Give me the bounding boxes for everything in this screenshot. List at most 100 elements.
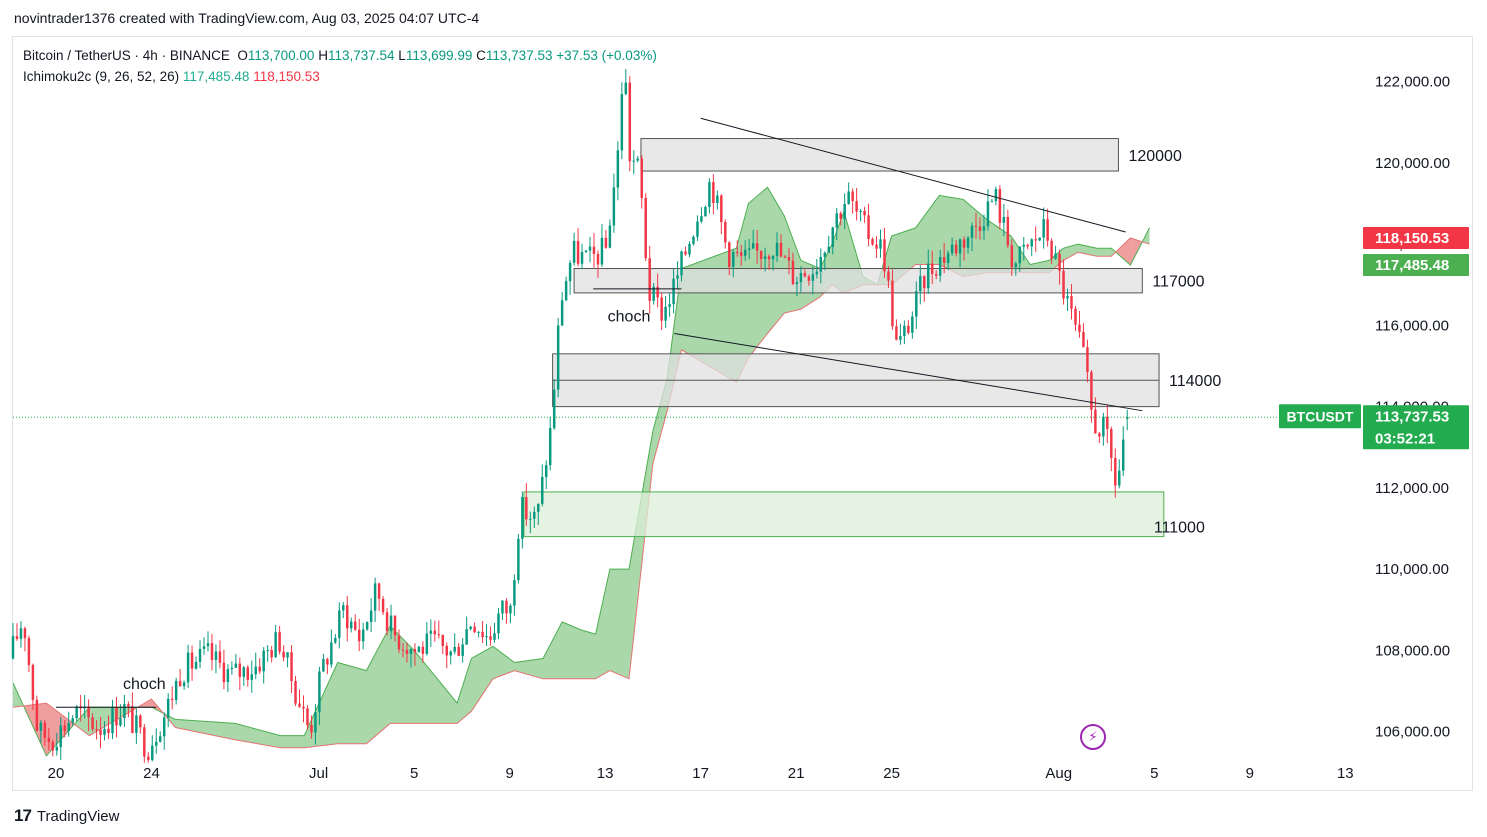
candle-body bbox=[604, 237, 608, 248]
price-badge-value: 113,737.53 bbox=[1375, 408, 1449, 425]
candle-body bbox=[652, 286, 655, 301]
legend-change: +37.53 (+0.03%) bbox=[556, 48, 657, 63]
candle-body bbox=[632, 160, 636, 162]
candle-body bbox=[67, 722, 70, 731]
candle-body bbox=[47, 737, 51, 743]
legend-indicator-name[interactable]: Ichimoku2c (9, 26, 52, 26) bbox=[23, 69, 180, 84]
candle-body bbox=[1018, 246, 1022, 264]
candle-body bbox=[664, 306, 667, 321]
candle-body bbox=[879, 239, 882, 249]
y-tick-label: 110,000.00 bbox=[1375, 561, 1449, 578]
candle-body bbox=[326, 658, 329, 665]
zone-label-117000: 117000 bbox=[1152, 274, 1204, 291]
candle-body bbox=[393, 615, 397, 636]
candle-body bbox=[270, 650, 273, 658]
candle-body bbox=[1094, 409, 1097, 434]
y-tick-label: 120,000.00 bbox=[1375, 155, 1450, 172]
candle-body bbox=[934, 273, 938, 276]
candle-body bbox=[855, 201, 858, 212]
candle-body bbox=[930, 263, 934, 274]
candle-body bbox=[214, 651, 218, 660]
candle-body bbox=[23, 628, 27, 639]
candle-body bbox=[91, 717, 94, 730]
candle-body bbox=[477, 631, 480, 633]
candle-body bbox=[55, 747, 59, 751]
candle-body bbox=[680, 251, 683, 276]
candle-body bbox=[624, 82, 628, 95]
candle-body bbox=[461, 644, 464, 656]
candle-body bbox=[230, 667, 234, 670]
candle-body bbox=[636, 158, 639, 161]
candle-body bbox=[381, 598, 385, 613]
annotation-choch: choch bbox=[123, 676, 166, 693]
candle-body bbox=[322, 658, 325, 672]
candle-body bbox=[775, 242, 779, 256]
candle-body bbox=[178, 680, 182, 687]
candle-body bbox=[580, 252, 584, 264]
symbol-badge-label: BTCUSDT bbox=[1287, 408, 1354, 424]
candle-body bbox=[982, 226, 986, 231]
candle-body bbox=[1034, 239, 1037, 241]
legend-symbol: Bitcoin / TetherUS · 4h · BINANCE bbox=[23, 48, 230, 63]
candle-body bbox=[525, 497, 528, 520]
candle-body bbox=[445, 645, 448, 656]
candle-body bbox=[942, 257, 946, 263]
legend-high-value: 113,737.54 bbox=[327, 48, 395, 63]
candle-body bbox=[831, 227, 834, 247]
candle-body bbox=[107, 728, 110, 734]
support-resistance-zones: 120000 117000 114000 111000 bbox=[523, 138, 1221, 538]
candle-body bbox=[763, 256, 767, 260]
candle-body bbox=[696, 221, 699, 237]
candle-body bbox=[620, 94, 624, 151]
candle-body bbox=[489, 636, 492, 640]
candle-body bbox=[202, 646, 206, 649]
candle-body bbox=[31, 665, 35, 700]
legend-indicator-value-a: 117,485.48 bbox=[182, 69, 250, 84]
candle-body bbox=[226, 669, 230, 683]
candle-body bbox=[656, 286, 659, 298]
candle-body bbox=[728, 242, 731, 267]
zone-111000 bbox=[523, 491, 1165, 538]
tradingview-logo-icon: 17 bbox=[14, 806, 32, 825]
x-tick-label: 17 bbox=[692, 765, 709, 782]
footer-brand-text: TradingView bbox=[36, 807, 120, 825]
candle-body bbox=[353, 621, 357, 630]
candle-body bbox=[970, 225, 974, 238]
candle-body bbox=[278, 632, 281, 652]
candle-body bbox=[950, 244, 954, 254]
candle-body bbox=[1106, 416, 1109, 429]
candle-body bbox=[266, 650, 269, 652]
candle-body bbox=[891, 280, 894, 327]
candle-body bbox=[648, 258, 651, 301]
candle-body bbox=[1102, 416, 1105, 437]
candle-body bbox=[668, 304, 671, 307]
candle-body bbox=[123, 704, 126, 719]
candle-body bbox=[127, 704, 130, 707]
candle-body bbox=[548, 428, 552, 466]
candle-body bbox=[254, 666, 257, 675]
candle-body bbox=[628, 82, 632, 162]
candle-body bbox=[186, 652, 190, 683]
candle-body bbox=[174, 680, 178, 701]
candle-body bbox=[899, 336, 902, 340]
candle-body bbox=[732, 252, 735, 267]
candle-body bbox=[915, 291, 918, 317]
candle-body bbox=[330, 642, 333, 665]
candle-body bbox=[342, 605, 345, 611]
candle-body bbox=[994, 189, 998, 202]
lightning-icon[interactable]: ⚡ bbox=[1080, 724, 1106, 750]
candle-body bbox=[887, 271, 890, 281]
candle-body bbox=[377, 583, 381, 599]
zone-120000 bbox=[640, 138, 1119, 172]
candle-body bbox=[1090, 372, 1093, 410]
candle-body bbox=[437, 634, 441, 636]
candle-body bbox=[564, 281, 568, 301]
candle-body bbox=[162, 717, 166, 737]
candle-body bbox=[282, 651, 285, 658]
candle-body bbox=[867, 215, 870, 239]
candle-body bbox=[1046, 219, 1049, 241]
candle-body bbox=[584, 250, 588, 253]
candle-body bbox=[747, 248, 751, 250]
candle-body bbox=[712, 182, 715, 204]
